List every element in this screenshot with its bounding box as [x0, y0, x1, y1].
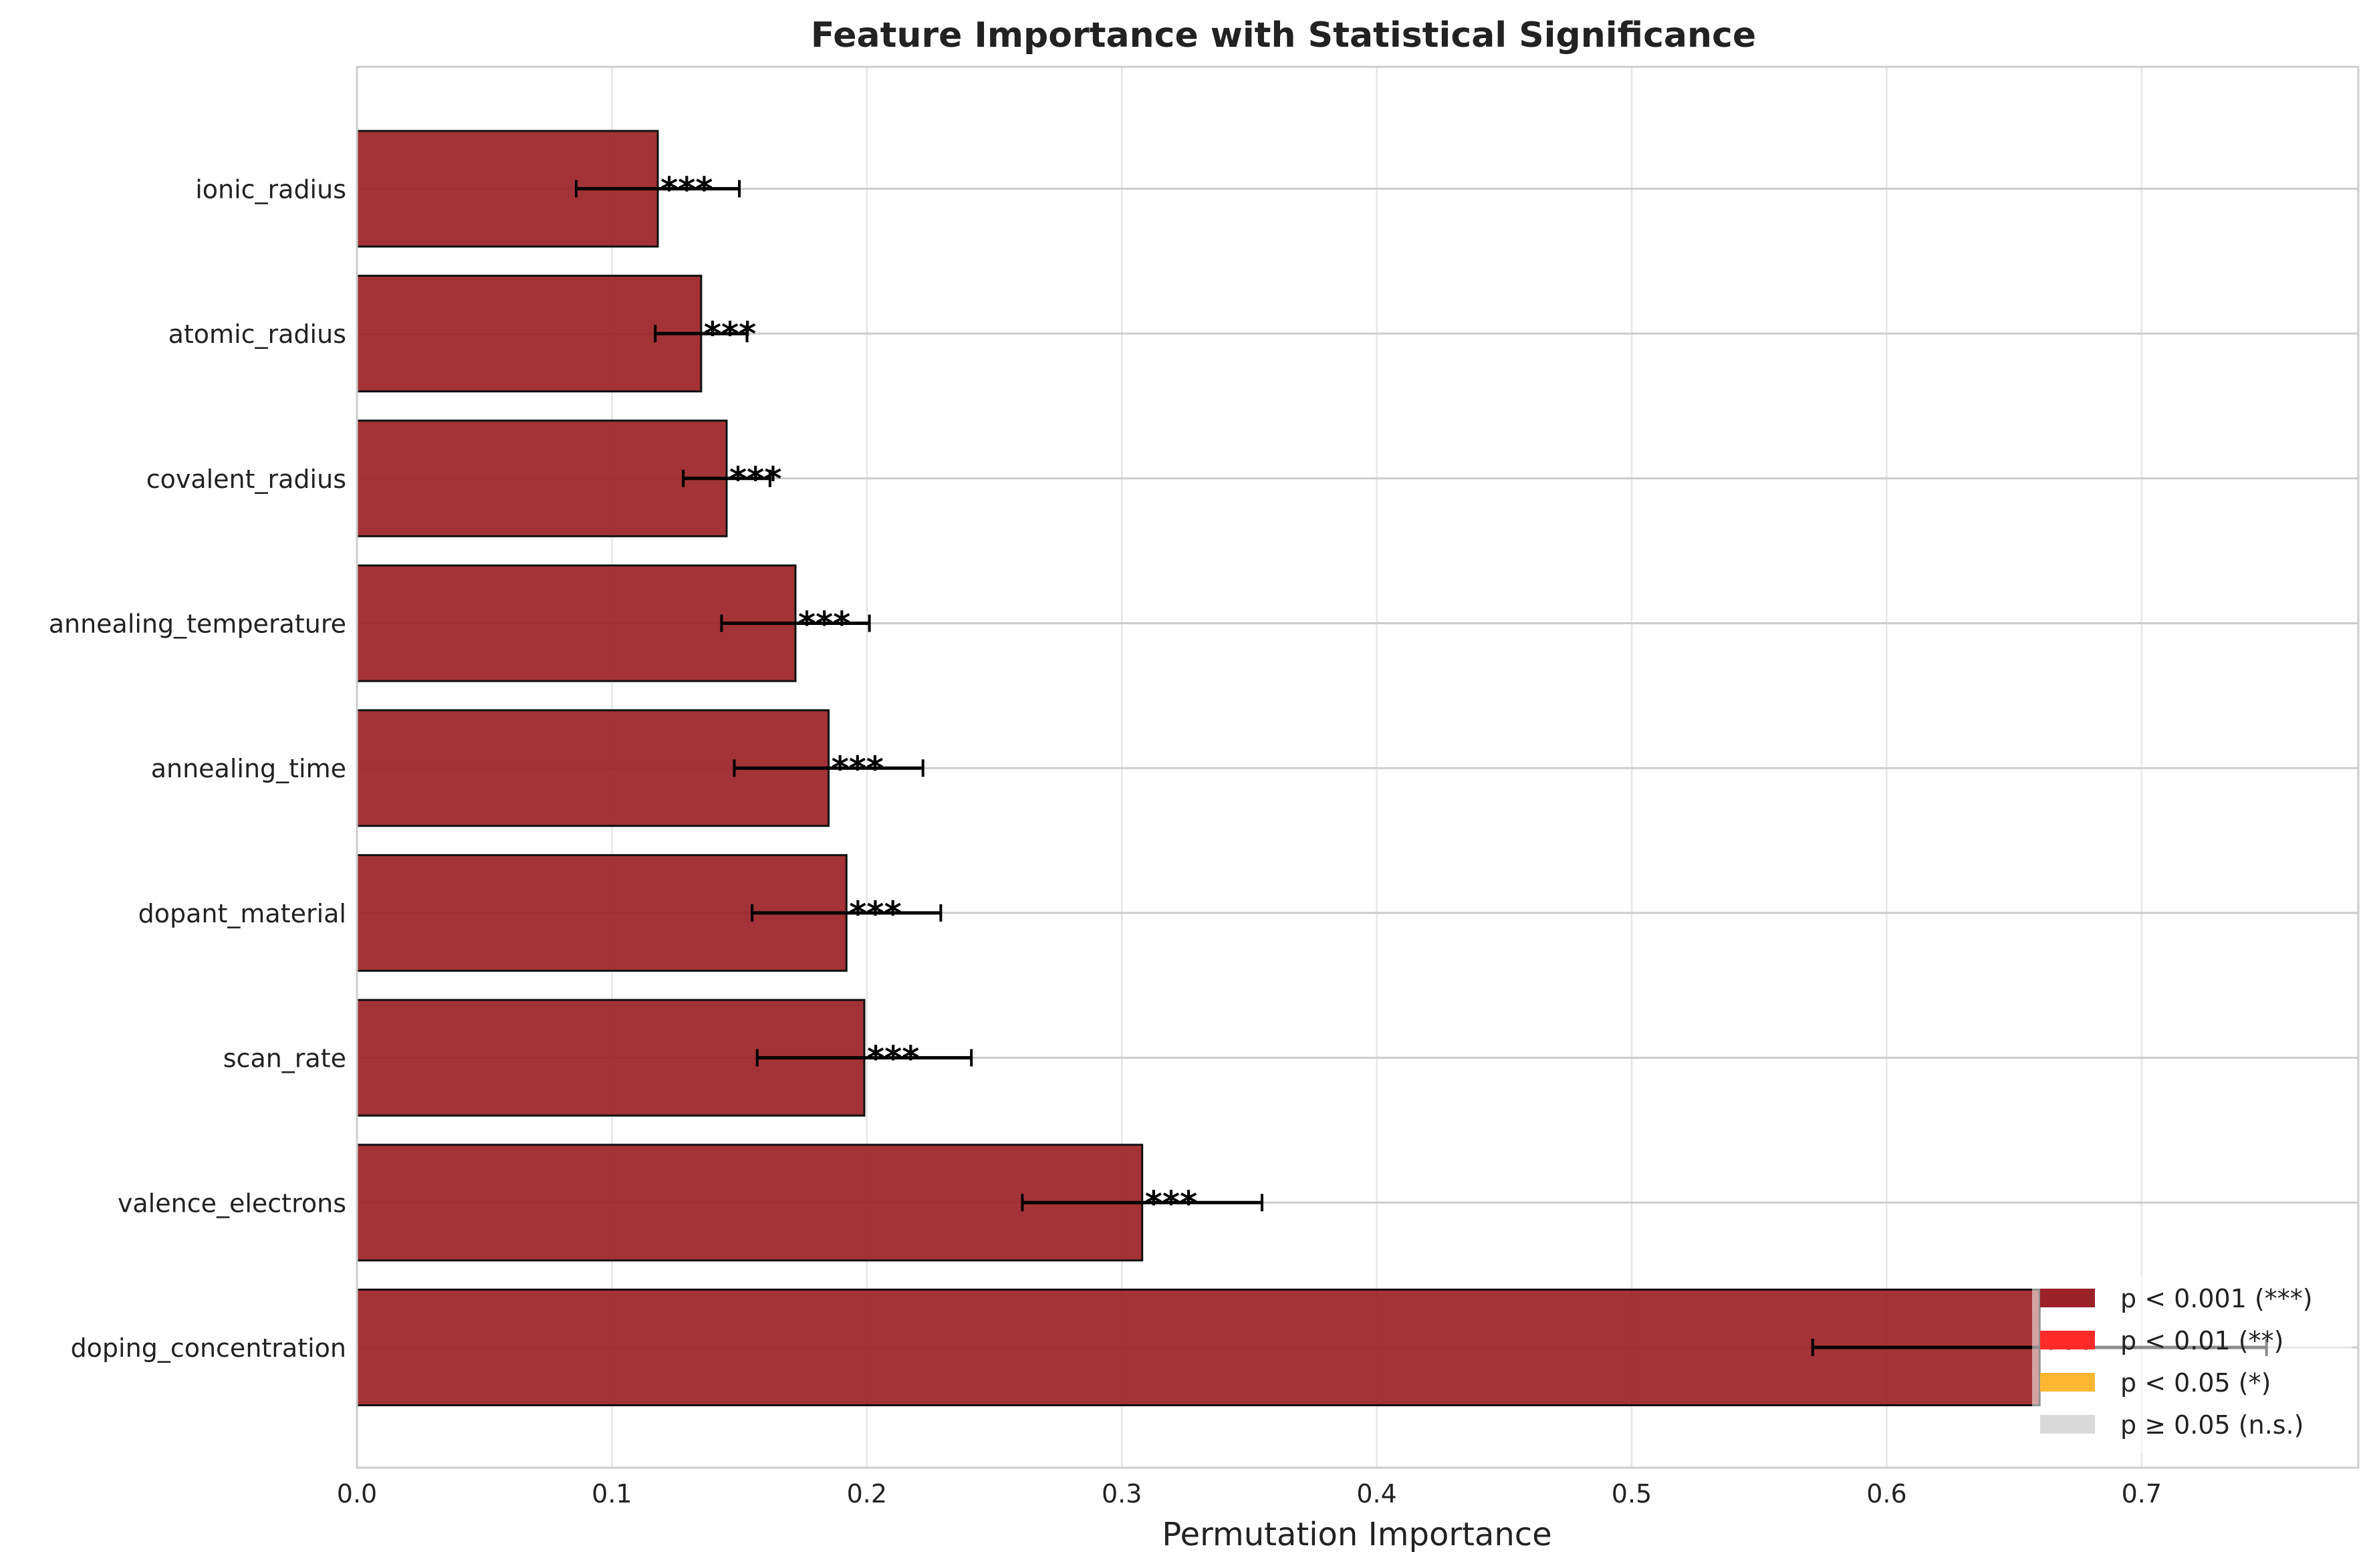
plot-frame	[356, 66, 2360, 1469]
x-tick-label: 0.7	[2122, 1479, 2162, 1509]
x-axis-label: Permutation Importance	[1162, 1516, 1551, 1553]
significance-label: ***	[704, 315, 756, 354]
significance-label: ***	[832, 749, 884, 788]
bar-covalent_radius	[356, 419, 728, 537]
x-tick-label: 0.0	[337, 1479, 377, 1509]
x-tick-labels: 0.0 0.1 0.2 0.3 0.4 0.5 0.6 0.7	[337, 1479, 2162, 1509]
x-tick-label: 0.3	[1102, 1479, 1142, 1509]
y-tick-label: dopant_material	[138, 899, 346, 928]
significance-label: ***	[660, 170, 713, 209]
bars	[356, 130, 2041, 1406]
x-tick-label: 0.6	[1866, 1479, 1906, 1509]
bar-atomic_radius	[356, 275, 703, 393]
legend-swatch	[2040, 1331, 2095, 1349]
significance-label: ***	[798, 605, 850, 644]
chart-title: Feature Importance with Statistical Sign…	[811, 15, 1756, 55]
y-tick-label: doping_concentration	[71, 1333, 346, 1363]
x-tick-label: 0.4	[1356, 1479, 1396, 1509]
y-tick-label: annealing_temperature	[49, 610, 346, 639]
bar-doping_concentration	[356, 1289, 2041, 1406]
significance-label: ***	[867, 1039, 919, 1078]
bar-valence_electrons	[356, 1144, 1144, 1262]
legend-swatch	[2040, 1289, 2095, 1307]
x-tick-label: 0.2	[847, 1479, 887, 1509]
x-tick-label: 0.1	[592, 1479, 632, 1509]
y-tick-label: covalent_radius	[146, 465, 346, 494]
legend-swatch	[2040, 1415, 2095, 1434]
y-tick-label: ionic_radius	[195, 174, 346, 204]
legend: p < 0.001 (***) p < 0.01 (**) p < 0.05 (*)…	[2032, 1277, 2352, 1454]
legend-label: p < 0.01 (**)	[2120, 1326, 2283, 1355]
significance-label: ***	[1145, 1184, 1197, 1222]
x-tick-label: 0.5	[1612, 1479, 1652, 1509]
y-tick-label: annealing_time	[151, 754, 346, 783]
legend-label: p < 0.001 (***)	[2120, 1284, 2313, 1313]
y-tick-labels: doping_concentration valence_electrons sca…	[49, 174, 346, 1363]
legend-swatch	[2040, 1373, 2095, 1392]
legend-label: p < 0.05 (*)	[2120, 1368, 2271, 1398]
y-tick-label: atomic_radius	[168, 319, 346, 349]
legend-label: p ≥ 0.05 (n.s.)	[2120, 1410, 2304, 1440]
significance-label: ***	[849, 894, 901, 933]
y-tick-label: valence_electrons	[118, 1188, 346, 1218]
y-tick-label: scan_rate	[223, 1044, 346, 1073]
significance-label: ***	[729, 460, 781, 499]
